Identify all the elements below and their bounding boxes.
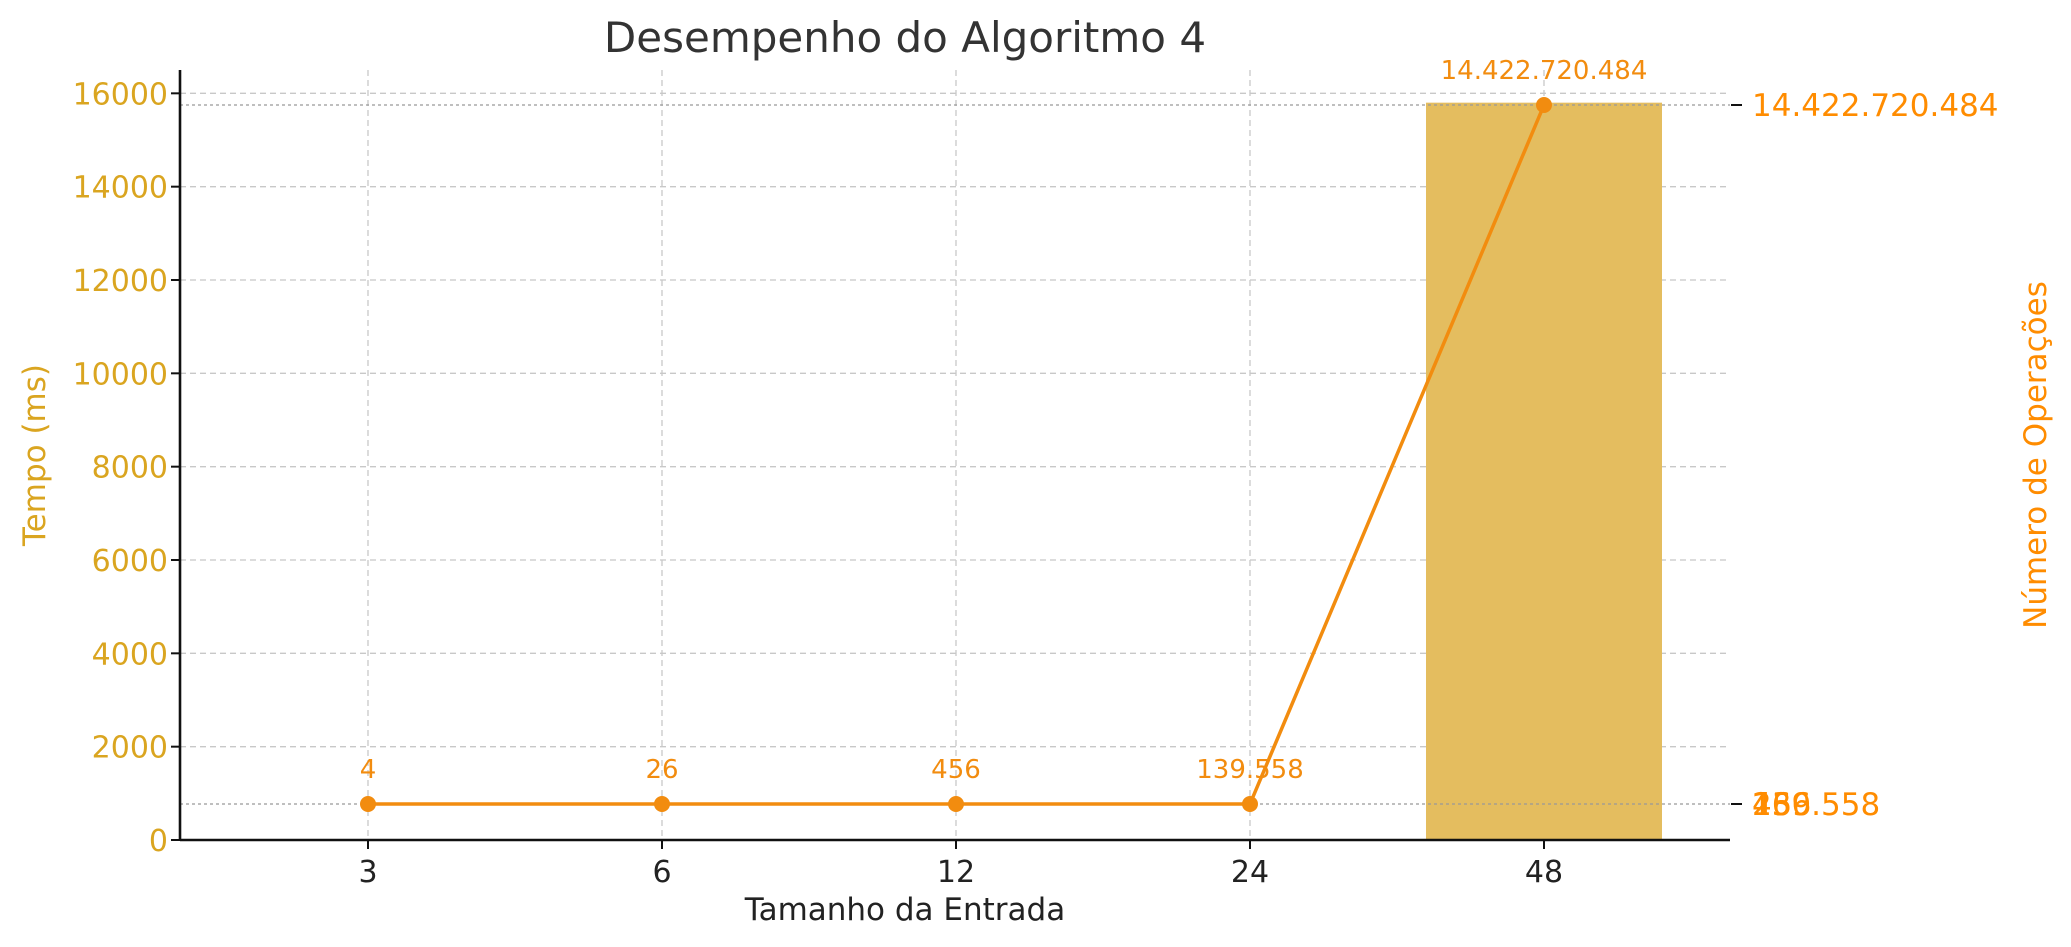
bar-48 <box>1426 102 1662 840</box>
operations-point-3 <box>360 796 376 812</box>
y2-tick-label: 139.558 <box>1752 787 1880 823</box>
data-label: 14.422.720.484 <box>1441 56 1648 86</box>
bar-layer <box>1426 102 1662 840</box>
y-axis-title: Tempo (ms) <box>17 364 53 547</box>
y-tick-label: 2000 <box>92 731 168 766</box>
operations-point-6 <box>654 796 670 812</box>
operations-point-12 <box>948 796 964 812</box>
x-tick-label: 12 <box>937 855 975 890</box>
y-tick-label: 12000 <box>73 264 168 299</box>
x-tick-label: 24 <box>1231 855 1269 890</box>
y-tick-label: 16000 <box>73 77 168 112</box>
x-tick-label: 3 <box>358 855 377 890</box>
data-label: 139.558 <box>1196 755 1304 785</box>
y-tick-label: 6000 <box>92 544 168 579</box>
data-label: 26 <box>645 755 678 785</box>
axis-layer <box>171 70 1742 849</box>
line-layer <box>360 97 1552 812</box>
y-tick-label: 8000 <box>92 451 168 486</box>
text-layer: Desempenho do Algoritmo 4 Tamanho da Ent… <box>17 13 2054 928</box>
y-tick-label: 0 <box>149 824 168 859</box>
y2-tick-label: 26 <box>1752 787 1791 823</box>
operations-point-48 <box>1536 97 1552 113</box>
chart-title: Desempenho do Algoritmo 4 <box>604 13 1206 62</box>
y2-tick-label: 456 <box>1752 787 1811 823</box>
data-label: 4 <box>360 755 377 785</box>
y2-tick-label: 4 <box>1752 787 1772 823</box>
y-tick-label: 4000 <box>92 637 168 672</box>
y-tick-label: 10000 <box>73 357 168 392</box>
x-tick-label: 6 <box>652 855 671 890</box>
y2-axis-title: Número de Operações <box>2018 281 2054 629</box>
y-tick-label: 14000 <box>73 171 168 206</box>
x-axis-title: Tamanho da Entrada <box>744 892 1065 928</box>
operations-point-24 <box>1242 795 1258 812</box>
data-label: 456 <box>931 755 981 785</box>
x-tick-label: 48 <box>1525 855 1563 890</box>
y2-tick-label: 14.422.720.484 <box>1752 88 1999 124</box>
